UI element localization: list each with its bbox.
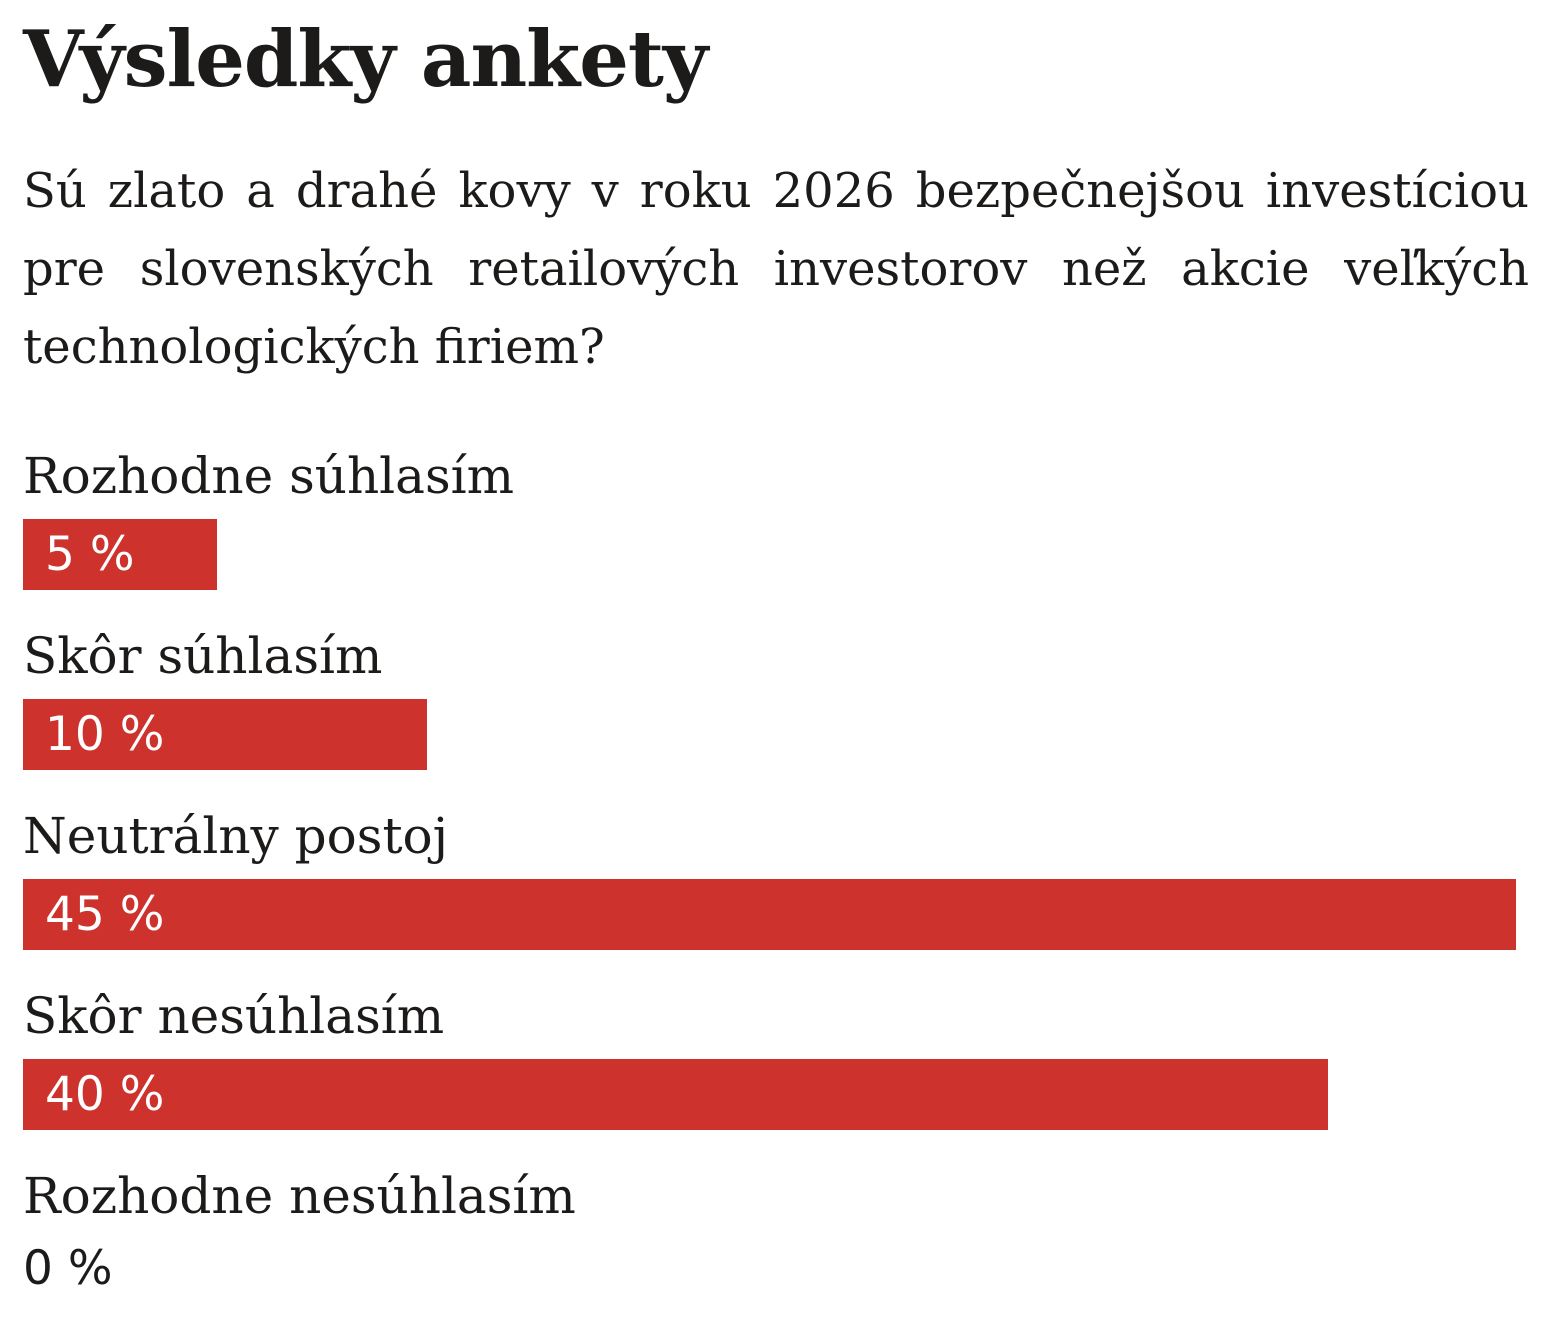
result-bar-value: 5 % (45, 527, 135, 582)
option-label: Rozhodne súhlasím (23, 447, 515, 505)
option-label: Skôr nesúhlasím (23, 987, 445, 1045)
poll-question: Sú zlato a drahé kovy v roku 2026 bezpeč… (23, 163, 1529, 375)
option-row: Rozhodne súhlasím 5 % (23, 446, 1529, 590)
result-bar-track: 5 % (23, 519, 1529, 590)
result-bar-value: 45 % (45, 887, 165, 942)
result-bar: 45 % (23, 879, 1516, 950)
option-label: Neutrálny postoj (23, 807, 449, 865)
result-bar-value: 40 % (45, 1067, 165, 1122)
result-bar-track: 40 % (23, 1059, 1529, 1130)
option-row: Neutrálny postoj 45 % (23, 806, 1529, 950)
result-value-zero: 0 % (23, 1241, 113, 1296)
result-bar: 10 % (23, 699, 427, 770)
option-label: Skôr súhlasím (23, 627, 383, 685)
result-bar: 40 % (23, 1059, 1328, 1130)
option-label: Rozhodne nesúhlasím (23, 1167, 576, 1225)
result-bar-value: 10 % (45, 707, 165, 762)
option-row: Skôr súhlasím 10 % (23, 626, 1529, 770)
result-bar-track: 10 % (23, 699, 1529, 770)
result-bar: 5 % (23, 519, 217, 590)
option-row: Skôr nesúhlasím 40 % (23, 986, 1529, 1130)
result-bar-track: 45 % (23, 879, 1529, 950)
poll-options-list: Rozhodne súhlasím 5 % Skôr súhlasím 10 %… (23, 446, 1529, 1299)
page-title: Výsledky ankety (23, 14, 708, 105)
option-row: Rozhodne nesúhlasím 0 % (23, 1166, 1529, 1299)
